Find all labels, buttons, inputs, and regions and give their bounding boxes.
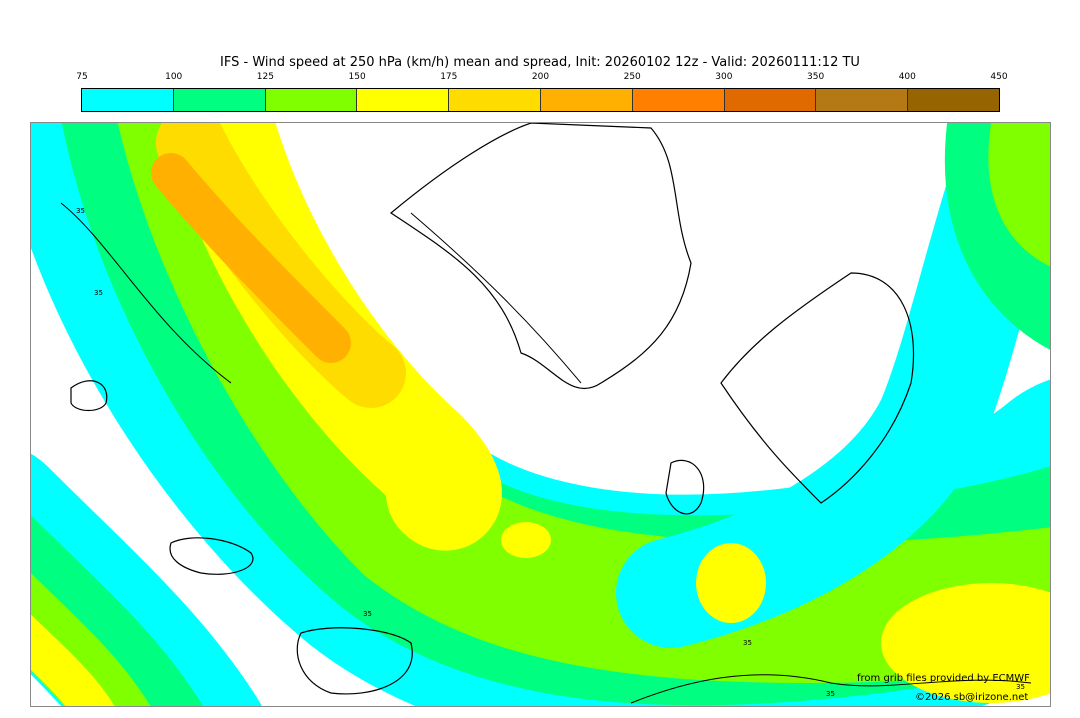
data-source-credit: from grib files provided by ECMWF bbox=[857, 673, 1030, 684]
colorbar-tick-label: 300 bbox=[715, 72, 733, 82]
colorbar-swatch bbox=[173, 89, 266, 111]
contour-label: 35 bbox=[1016, 683, 1025, 691]
colorbar-swatch bbox=[632, 89, 725, 111]
colorbar-tick-label: 100 bbox=[165, 72, 183, 82]
contour-label: 35 bbox=[743, 639, 752, 647]
band-200 bbox=[151, 153, 351, 363]
colorbar-tick-label: 150 bbox=[348, 72, 366, 82]
colorbar-tick-label: 200 bbox=[531, 72, 550, 82]
colorbar-tick-label: 400 bbox=[898, 72, 916, 82]
contour-label: 35 bbox=[826, 690, 835, 698]
colorbar-swatch bbox=[908, 89, 999, 111]
coastlines bbox=[60, 123, 1032, 704]
contour-label: 35 bbox=[76, 207, 85, 215]
contour-label: 35 bbox=[363, 610, 372, 618]
colorbar-swatch bbox=[540, 89, 633, 111]
colorbar-tick-label: 250 bbox=[623, 72, 641, 82]
colorbar-swatch bbox=[724, 89, 817, 111]
colorbar-swatch bbox=[357, 89, 450, 111]
colorbar-tick-label: 125 bbox=[256, 72, 274, 82]
colorbar-swatch bbox=[82, 89, 174, 111]
colorbar-legend bbox=[81, 88, 1000, 112]
colorbar-tick-label: 75 bbox=[76, 72, 88, 82]
map-canvas: 35 35 35 35 35 35 bbox=[31, 123, 1050, 706]
copyright-credit: ©2026 sb@irizone.net bbox=[915, 692, 1029, 703]
colorbar-tick-label: 450 bbox=[990, 72, 1008, 82]
wind-speed-map: 35 35 35 35 35 35 bbox=[30, 122, 1051, 707]
colorbar-tick-label: 175 bbox=[440, 72, 458, 82]
colorbar-swatch bbox=[816, 89, 909, 111]
colorbar-swatch bbox=[449, 89, 541, 111]
colorbar-tick-label: 350 bbox=[807, 72, 825, 82]
contour-labels: 35 35 35 35 35 35 bbox=[76, 207, 1025, 698]
colorbar-swatch bbox=[265, 89, 358, 111]
contour-label: 35 bbox=[94, 289, 103, 297]
chart-title: IFS - Wind speed at 250 hPa (km/h) mean … bbox=[220, 55, 860, 70]
